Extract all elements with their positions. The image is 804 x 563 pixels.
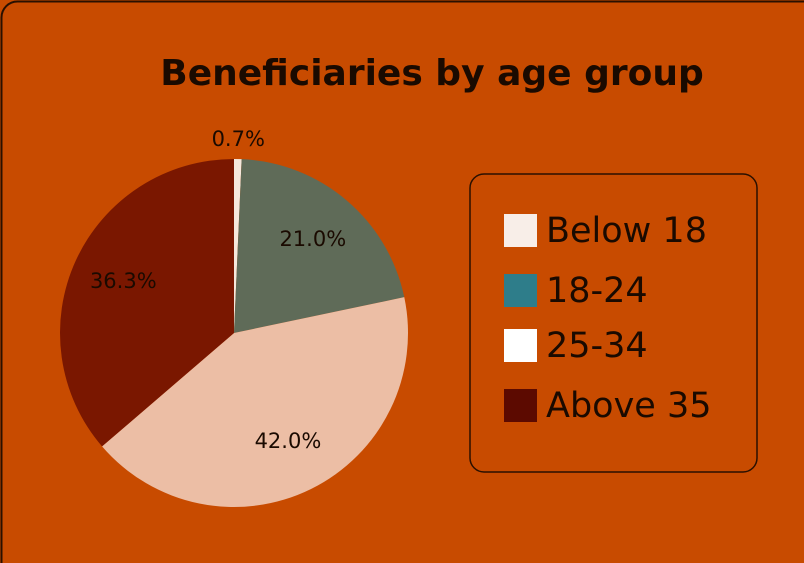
chart-title: Beneficiaries by age group <box>160 53 703 94</box>
legend-swatch <box>504 389 537 422</box>
legend-swatch <box>504 274 537 307</box>
legend-label: 25-34 <box>546 326 648 366</box>
legend-label: Below 18 <box>546 211 707 251</box>
legend-label: 18-24 <box>546 271 648 311</box>
legend-box <box>469 173 758 473</box>
legend-swatch <box>504 214 537 247</box>
legend-swatch <box>504 329 537 362</box>
legend-label: Above 35 <box>546 386 711 426</box>
pie-slice <box>60 159 234 447</box>
pie-slice <box>234 159 405 333</box>
pie-slice <box>234 159 242 333</box>
slice-label: 21.0% <box>279 227 346 251</box>
slice-label: 0.7% <box>212 127 265 151</box>
slice-label: 36.3% <box>90 269 157 293</box>
pie-slice <box>102 297 408 507</box>
slice-label: 42.0% <box>255 429 322 453</box>
